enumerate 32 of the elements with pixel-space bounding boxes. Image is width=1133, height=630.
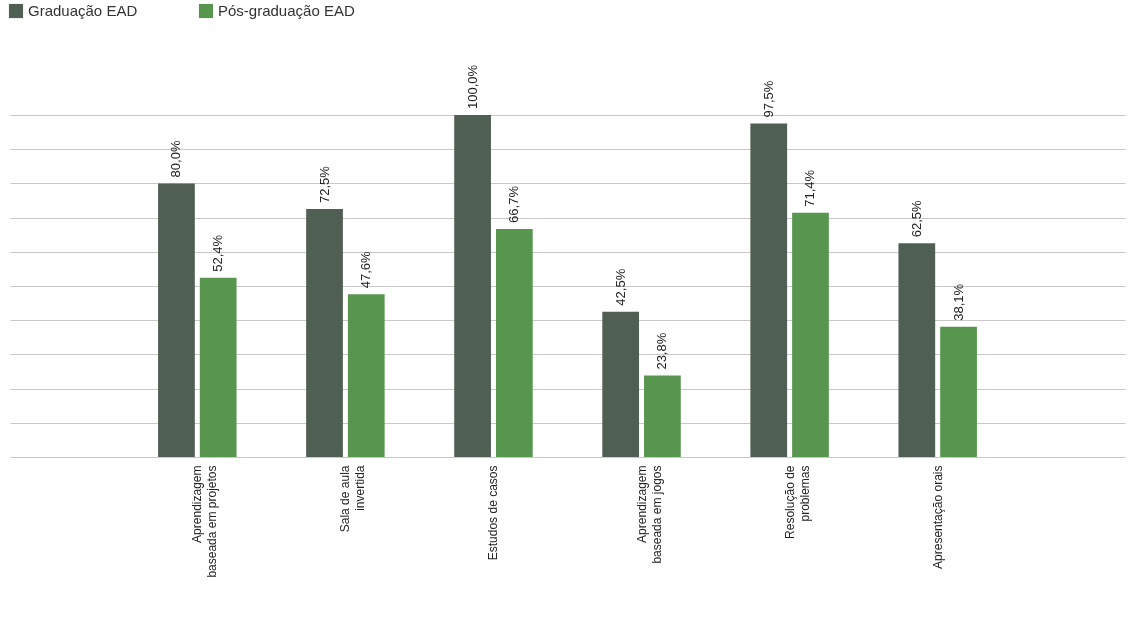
bar [495,228,533,457]
data-label: 52,4% [210,234,226,272]
data-label: 100,0% [464,64,480,109]
legend-label: Pós-graduação EAD [218,2,355,19]
data-label: 38,1% [950,283,966,321]
x-tick-label: Apresentação orais [930,465,945,569]
bar [347,294,385,457]
bar [306,209,343,457]
data-label: 72,5% [316,165,332,204]
data-label: 62,5% [908,199,924,238]
data-label: 80,0% [168,140,184,178]
data-label: 71,4% [802,169,818,207]
data-label: 47,6% [358,250,374,289]
bar [644,375,681,457]
legend-label: Graduação EAD [28,2,138,19]
bar [898,243,936,457]
data-label: 66,7% [506,185,522,223]
x-tick-label: Sala de aula invertida [338,465,368,533]
x-tick-label: Aprendizagem baseada em jogos [634,465,664,564]
bar [158,183,195,457]
bar [940,326,977,457]
x-tick-label: Aprendizagem baseada em projetos [190,465,220,578]
x-tick-label: Resolução de problemas [782,465,812,539]
bar [199,277,237,457]
bar [792,212,829,457]
data-label: 42,5% [612,268,628,306]
bar [750,123,788,457]
x-tick-label: Estudos de casos [486,465,501,561]
bar [454,115,491,457]
data-label: 23,8% [654,332,670,370]
bar [602,311,640,457]
data-label: 97,5% [760,80,776,118]
